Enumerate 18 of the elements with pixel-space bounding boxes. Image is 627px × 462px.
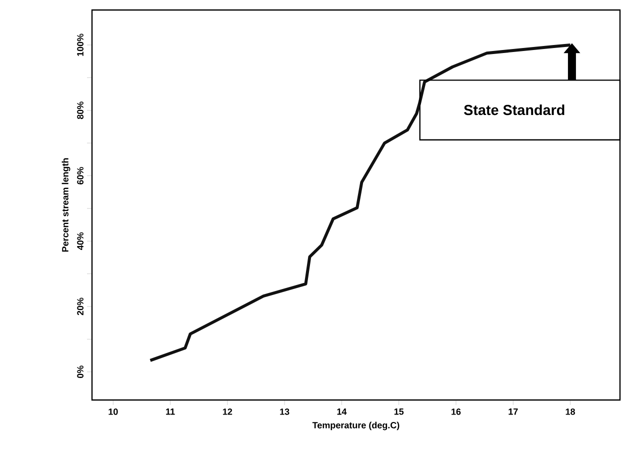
annotation: State Standard: [464, 104, 564, 116]
x-tick-label: 14: [337, 408, 347, 415]
x-tick-label: 10: [108, 408, 118, 415]
x-axis-title: Temperature (deg.C): [312, 422, 400, 430]
y-tick-label: 40%: [77, 232, 84, 250]
x-tick-label: 17: [508, 408, 518, 415]
y-tick-label: 60%: [77, 166, 84, 184]
y-axis-title: Percent stream length: [62, 158, 70, 252]
x-tick-label: 18: [566, 408, 576, 415]
y-tick-label: 100%: [77, 34, 84, 56]
x-tick-label: 13: [280, 408, 290, 415]
y-tick-label: 0%: [77, 366, 84, 378]
x-tick-label: 11: [166, 408, 175, 415]
x-tick-label: 16: [452, 408, 461, 415]
x-tick-label: 12: [222, 408, 232, 415]
y-tick-label: 80%: [77, 102, 84, 120]
y-tick-label: 20%: [77, 298, 84, 316]
x-tick-label: 15: [394, 408, 404, 415]
